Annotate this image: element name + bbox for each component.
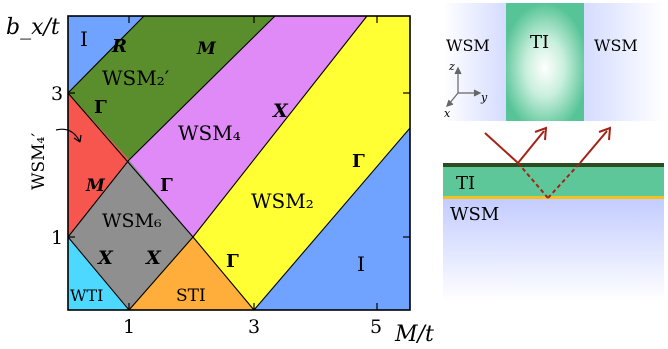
heterostructure-side-view: WSM TI WSM z y x [443,3,664,121]
wsm-right-label: WSM [594,36,638,55]
electron-path-arrows [484,126,612,199]
point-Gamma-right: Γ [352,151,365,172]
coordinate-axes-icon [446,66,482,107]
phase-label-wsm4-prime: WSM₄′ [29,133,49,190]
heterostructure-cross-section: TI WSM [443,126,664,301]
point-Gamma-left: Γ [94,97,107,118]
point-X-grey-right: X [145,247,162,269]
x-tick-5: 5 [370,316,382,338]
phase-label-wsm6: WSM₆ [102,210,162,232]
y-axis-label: b_x/t [6,15,60,40]
plot-frame [67,15,411,311]
wsm-substrate-label: WSM [450,204,499,225]
ti-layer-label: TI [456,173,475,194]
x-tick-1: 1 [123,316,135,338]
point-Gamma-grey: Γ [160,175,173,196]
x-axis-label: M/t [394,322,434,347]
point-X-grey-left: X [97,247,114,269]
wsm4-prime-pointer-arrow [55,128,81,143]
axis-z-label: z [448,60,455,73]
region-wsm2 [193,16,410,310]
x-tick-3: 3 [248,316,260,338]
point-X-upper: X [272,100,289,122]
phase-label-wsm2-prime: WSM₂′ [102,66,170,90]
phase-label-wsm2: WSM₂ [251,189,314,213]
point-Gamma-orange: Γ [226,251,239,272]
phase-label-wsm4: WSM₄ [178,121,241,145]
region-wsm2-prime [68,16,275,160]
phase-label-I-top: I [80,27,88,51]
point-R: R [111,36,127,57]
region-sti [129,237,254,310]
y-tick-1: 1 [51,227,63,249]
point-M-top: M [196,39,217,59]
y-tick-3: 3 [51,83,63,105]
axis-x-label: x [444,107,451,120]
phase-label-sti: STI [176,286,206,306]
region-wsm4 [129,16,367,237]
phase-label-I-bottom: I [357,252,365,276]
ti-center-label: TI [530,32,549,53]
wsm-left-label: WSM [446,36,490,55]
phase-label-wti: WTI [70,286,103,305]
point-M-red: M [85,176,106,196]
axis-y-label: y [480,91,488,104]
region-wsm4-prime [68,93,129,237]
